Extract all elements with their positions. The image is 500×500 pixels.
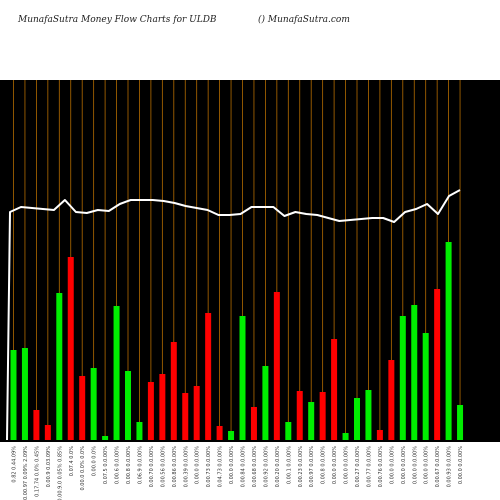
- x-tick-label: 0.00.0 0.0.00%: [344, 446, 350, 484]
- money-flow-bar: [193, 386, 200, 440]
- x-tick-label: 0.00.9 0.03.09%: [46, 446, 52, 488]
- x-tick-label: 0.17.74 0.0% 0.45%: [34, 446, 40, 497]
- money-flow-bar: [457, 405, 464, 440]
- money-flow-bar: [239, 316, 246, 440]
- money-flow-bar: [136, 422, 143, 440]
- x-tick-label: 0.00.0 0.0.00%: [424, 446, 430, 484]
- x-tick-label: 0.00.27 0.0.00%: [355, 446, 361, 488]
- x-tick-label: 0.00.0 0.0.00%: [389, 446, 395, 484]
- money-flow-bar: [250, 407, 257, 440]
- money-flow-bar: [21, 348, 28, 440]
- x-tick-label: 0.00.0 0.0% 0.0%: [80, 446, 86, 491]
- money-flow-bar: [205, 313, 212, 440]
- money-flow-bar: [33, 410, 40, 440]
- x-tick-label: 0.00.0 0.0%: [92, 446, 98, 476]
- money-flow-bar: [113, 306, 120, 440]
- x-tick-label: 0.00.0 0.0.00%: [195, 446, 201, 484]
- x-tick-label: 0.00.97 0.09% 2.09%: [23, 446, 29, 500]
- money-flow-bar: [376, 430, 383, 440]
- money-flow-bar: [411, 305, 418, 440]
- x-tick-label: 0.00.1 0.0.00%: [286, 446, 292, 484]
- money-flow-bar: [308, 402, 315, 440]
- x-tick-label: 0.00.0 0.0.00%: [332, 446, 338, 484]
- x-tick-label: 0.07.4 0.0%: [69, 446, 75, 476]
- money-flow-bar: [388, 360, 395, 440]
- money-flow-bar: [422, 333, 429, 440]
- money-flow-bar: [159, 374, 166, 440]
- money-flow-bar: [67, 257, 74, 440]
- money-flow-bar: [90, 368, 97, 440]
- money-flow-bar: [79, 376, 86, 440]
- x-tick-label: 0.00.23 0.0.00%: [298, 446, 304, 488]
- money-flow-bar: [342, 433, 349, 440]
- x-tick-label: 0.00.73 0.0.00%: [206, 446, 212, 488]
- price-line: [6, 189, 461, 441]
- x-tick-label: 0.00.77 0.0.00%: [366, 446, 372, 488]
- money-flow-bar: [56, 293, 63, 440]
- x-tick-label: 0.00.68 0.0.00%: [252, 446, 258, 488]
- x-tick-label: 0.00.67 0.0.00%: [435, 446, 441, 488]
- money-flow-bar: [228, 431, 235, 440]
- money-flow-bar: [285, 422, 292, 440]
- x-tick-label: 0.07.5 0.0.00%: [103, 446, 109, 484]
- money-flow-bar: [434, 289, 441, 440]
- x-tick-label: 0.00.86 0.0.00%: [172, 446, 178, 488]
- x-tick-label: 0.00.8 0.0.00%: [321, 446, 327, 484]
- money-flow-bar: [319, 392, 326, 440]
- x-tick-label: 0.00.97 0.0.00%: [309, 446, 315, 488]
- x-tick-label: 0.00.0 0.0.00%: [458, 446, 464, 484]
- money-flow-bar: [216, 426, 223, 440]
- x-tick-label: 0.00.84 0.0.00%: [241, 446, 247, 488]
- x-tick-label: 0.00.8 0.0.00%: [126, 446, 132, 484]
- x-tick-label: 0.00.6 0.0.00%: [115, 446, 121, 484]
- money-flow-chart: 0.82 0.44.09% 0.00.97 0.09% 2.09% 0.17.74 …: [6, 80, 464, 500]
- money-flow-bar: [354, 398, 360, 440]
- x-tick-label: 0.00.9.0 0.05% 0.85%: [57, 446, 63, 500]
- x-tick-label: 0.00.0 0.0.00%: [412, 446, 418, 484]
- money-flow-bar: [399, 316, 406, 440]
- chart-title: MunafaSutra Money Flow Charts for ULDB: [18, 15, 217, 25]
- x-tick-label: 0.06.9 0.0.00%: [137, 446, 143, 484]
- money-flow-bar: [331, 339, 338, 440]
- money-flow-bar: [296, 391, 303, 440]
- x-tick-label: 0.00.0 0.0.00%: [229, 446, 235, 484]
- money-flow-bar: [262, 366, 269, 440]
- money-flow-bar: [147, 382, 154, 440]
- money-flow-bar: [182, 393, 189, 440]
- money-flow-bar: [44, 425, 51, 440]
- money-flow-bar: [125, 371, 131, 440]
- money-flow-bar: [273, 292, 280, 440]
- money-flow-bar: [170, 342, 177, 440]
- x-tick-label: 0.00.70 0.0.00%: [149, 446, 155, 488]
- x-tick-label: 0.00.93 0.0.00%: [447, 446, 453, 488]
- x-tick-label: 0.04.73 0.0.00%: [218, 446, 224, 488]
- x-tick-label: 0.00.39 0.0.00%: [183, 446, 189, 488]
- x-tick-label: 0.00.20 0.0.00%: [275, 446, 281, 488]
- x-tick-label: 0.00.56 0.0.00%: [160, 446, 166, 488]
- money-flow-bar: [102, 436, 109, 440]
- money-flow-bar: [365, 390, 372, 440]
- money-flow-bar: [10, 350, 17, 440]
- x-tick-label: 0.00.76 0.0.00%: [378, 446, 384, 488]
- money-flow-bar: [445, 242, 452, 440]
- chart-source-credit: () MunafaSutra.com: [258, 15, 350, 25]
- x-tick-label: 0.00.92 0.0.00%: [263, 446, 269, 488]
- x-tick-label: 0.00.0 0.0.00%: [401, 446, 407, 484]
- x-tick-label: 0.82 0.44.09%: [12, 446, 18, 483]
